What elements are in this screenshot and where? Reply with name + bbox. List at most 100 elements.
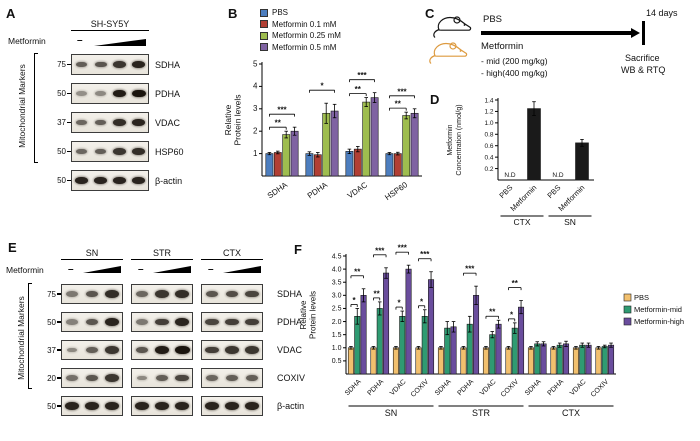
blot-rows: 75 SDHA 50 PDHA 37 VDAC 20 COXIV 50 β-actin xyxy=(34,280,305,420)
significance-stars: * xyxy=(320,82,324,91)
blot-lane xyxy=(242,369,262,387)
blot-box xyxy=(71,170,149,191)
category-label: PDHA xyxy=(456,378,475,397)
legend-label: Metformin 0.25 mM xyxy=(272,31,341,40)
panel-d-label: D xyxy=(430,92,440,107)
blot-row: 50 HSP60 xyxy=(42,137,184,166)
protein-band xyxy=(225,290,239,298)
blot-lane xyxy=(91,171,110,190)
bar xyxy=(450,326,457,375)
mw-tick xyxy=(57,321,61,323)
y-tick-label: 1.0 xyxy=(484,120,493,127)
mw-marker: 50 xyxy=(57,89,66,98)
protein-band xyxy=(174,402,190,410)
y-tick-label: 0.6 xyxy=(484,143,493,150)
blot-lane xyxy=(132,397,152,415)
protein-band xyxy=(105,346,119,354)
bar xyxy=(383,272,390,375)
significance-stars: *** xyxy=(357,71,367,80)
blot-lane xyxy=(132,341,152,359)
category-label: PBS xyxy=(497,183,514,200)
blot-lane xyxy=(129,55,148,74)
blot-lane xyxy=(202,341,222,359)
group-label: SN xyxy=(385,408,398,418)
protein-band xyxy=(205,346,219,354)
group-label: CTX xyxy=(562,408,580,418)
mw-marker: 50 xyxy=(47,401,56,411)
significance-stars: * xyxy=(510,310,514,319)
protein-band xyxy=(155,375,169,381)
category-label: COXIV xyxy=(590,378,611,399)
protein-band xyxy=(205,290,219,298)
blot-row: 75 SDHA xyxy=(34,280,305,308)
y-tick-label: 0.4 xyxy=(484,154,493,161)
mw-tick xyxy=(57,377,61,379)
significance-stars: *** xyxy=(375,246,385,255)
protein-band xyxy=(174,290,190,298)
protein-band xyxy=(93,176,108,185)
bar xyxy=(402,115,411,177)
protein-band xyxy=(76,91,87,96)
bar xyxy=(370,97,379,177)
bar xyxy=(399,316,406,375)
y-tick-label: 2.5 xyxy=(332,306,342,313)
protein-band xyxy=(104,318,120,326)
category-label: COXIV xyxy=(410,378,431,399)
blot-box xyxy=(201,340,263,360)
protein-band xyxy=(206,375,218,381)
blot-lane xyxy=(152,285,172,303)
sacrifice-label: Sacrifice xyxy=(625,53,660,63)
pbs-label: PBS xyxy=(483,14,503,25)
significance-stars: * xyxy=(353,296,357,305)
blot-lane xyxy=(72,55,91,74)
protein-band xyxy=(112,176,127,185)
blot-lane xyxy=(62,313,82,331)
metformin-label: Metformin xyxy=(481,41,524,52)
bar xyxy=(572,347,579,375)
protein-label: β-actin xyxy=(277,401,305,411)
blot-lane xyxy=(222,313,242,331)
category-label: PDHA xyxy=(546,378,565,397)
treatment-label: Metformin xyxy=(8,36,46,46)
panel-d: D Metformin Concentration (nmol/g) 0.2 0.4 0… xyxy=(428,90,688,240)
y-tick-label: 2 xyxy=(253,127,258,136)
bar xyxy=(579,344,586,375)
protein-band xyxy=(175,374,189,382)
legend-label: Metformin-mid xyxy=(634,305,682,314)
protein-band xyxy=(113,148,126,155)
control-minus: – xyxy=(68,264,74,275)
legend-item: Metformin 0.1 mM xyxy=(260,20,341,29)
blot-box xyxy=(71,112,149,133)
bar xyxy=(265,153,274,177)
blot-lane xyxy=(132,285,152,303)
protein-band xyxy=(131,89,146,98)
significance-stars: ** xyxy=(395,100,402,109)
protein-label: HSP60 xyxy=(155,146,184,157)
mouse-icon-black xyxy=(433,16,472,38)
blot-lane xyxy=(82,397,102,415)
mw-tick xyxy=(67,150,71,153)
blot-box xyxy=(201,368,263,388)
blot-lane xyxy=(62,397,82,415)
bar xyxy=(482,347,489,375)
bar xyxy=(550,347,557,375)
significance-stars: *** xyxy=(398,244,408,253)
bar xyxy=(527,347,534,375)
y-tick-label: 1.4 xyxy=(484,97,493,104)
significance-stars: * xyxy=(420,297,424,306)
blot-lane xyxy=(62,369,82,387)
protein-band xyxy=(84,402,100,410)
blot-lane xyxy=(222,369,242,387)
bar xyxy=(585,344,592,375)
panel-c-label: C xyxy=(425,6,435,21)
panel-a: A SH-SY5Y Metformin – Mitochondrial Mark… xyxy=(6,6,222,232)
protein-label: VDAC xyxy=(155,117,181,128)
legend-label: PBS xyxy=(634,293,649,302)
legend-swatch xyxy=(623,305,632,314)
blot-lane xyxy=(91,113,110,132)
blot-lane xyxy=(110,84,129,103)
protein-band xyxy=(94,61,107,68)
blot-box xyxy=(131,396,193,416)
mw-marker: 75 xyxy=(47,289,56,299)
protein-band xyxy=(245,318,259,326)
